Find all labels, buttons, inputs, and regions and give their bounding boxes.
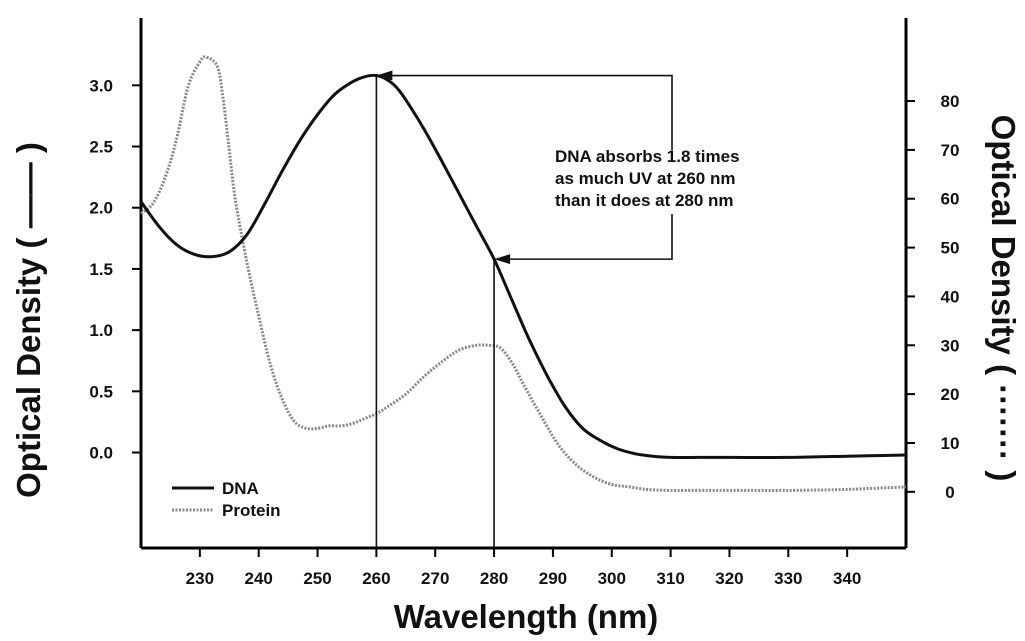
left-y-tick-label: 3.0 [89,76,113,95]
x-tick-group: 230 240 250 260 270 280 290 300 310 320 330 340 [186,548,861,588]
left-y-tick-group: 0.0 0.5 1.0 1.5 2.0 2.5 3.0 [89,76,141,463]
right-y-tick-label: 20 [941,385,960,404]
series-dna-line [139,73,907,459]
series-protein-line [140,55,907,492]
x-tick-label: 310 [656,569,684,588]
left-y-tick-label: 1.5 [89,260,113,279]
right-y-axis-title: Optical Density ( ······· ) [985,115,1022,482]
left-y-tick-label: 0.0 [89,444,113,463]
x-tick-label: 280 [480,569,508,588]
arrowhead-280 [494,254,511,265]
x-axis-title: Wavelength (nm) [394,598,659,635]
annotation-line-1: DNA absorbs 1.8 times [555,147,740,166]
left-y-tick-label: 2.5 [89,138,113,157]
legend-dna-label: DNA [222,479,259,498]
annotation-arrow-280 [508,214,673,260]
x-tick-label: 270 [421,569,449,588]
x-tick-label: 330 [774,569,802,588]
arrowhead-260 [376,70,393,81]
right-y-tick-label: 30 [941,336,960,355]
annotation-arrow-260 [390,74,673,150]
series-layer [139,55,907,492]
x-tick-label: 260 [362,569,390,588]
x-tick-label: 290 [539,569,567,588]
right-y-tick-label: 50 [941,239,960,258]
x-tick-label: 230 [186,569,214,588]
right-y-tick-label: 60 [941,190,960,209]
x-tick-label: 320 [715,569,743,588]
right-y-tick-label: 0 [945,483,954,502]
annotation: DNA absorbs 1.8 times as much UV at 260 … [555,147,740,210]
x-tick-label: 250 [303,569,331,588]
right-y-tick-label: 70 [941,141,960,160]
marker-layer [375,70,673,548]
left-y-tick-label: 0.5 [89,382,113,401]
legend-protein-label: Protein [222,501,281,520]
right-y-tick-label: 40 [941,287,960,306]
x-tick-label: 300 [598,569,626,588]
right-y-tick-label: 10 [941,434,960,453]
left-y-axis-title: Optical Density ( —— ) [10,142,47,498]
left-y-tick-label: 2.0 [89,199,113,218]
left-y-tick-label: 1.0 [89,321,113,340]
annotation-line-3: than it does at 280 nm [555,191,734,210]
annotation-line-2: as much UV at 260 nm [555,169,735,188]
right-y-tick-label: 80 [941,92,960,111]
right-y-tick-group: 0 10 20 30 40 50 60 70 80 [906,92,959,502]
legend: DNA Protein [172,479,281,520]
x-tick-label: 340 [833,569,861,588]
x-tick-label: 240 [245,569,273,588]
